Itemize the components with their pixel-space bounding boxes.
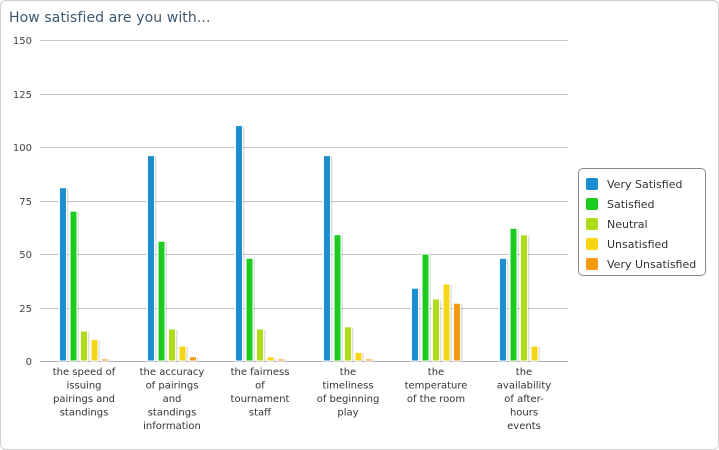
bar[interactable] — [266, 356, 275, 362]
x-tick-label: the temperature of the room — [405, 367, 468, 405]
bar[interactable] — [442, 283, 451, 362]
bar[interactable] — [147, 155, 155, 362]
x-tick-label-line: hours — [510, 408, 538, 419]
legend-swatch — [586, 178, 598, 190]
x-tick-label-line: of pairings — [146, 381, 199, 392]
bar[interactable] — [520, 234, 528, 362]
bar[interactable] — [235, 125, 243, 362]
y-tick-label: 50 — [19, 250, 32, 261]
x-tick-label-line: information — [143, 421, 201, 432]
x-tick-label-line: tournament — [231, 394, 290, 405]
bar[interactable] — [277, 358, 285, 362]
bar[interactable] — [90, 339, 99, 362]
x-tick-label-line: events — [507, 421, 541, 432]
bar[interactable] — [509, 227, 518, 362]
legend-item[interactable]: Very Unsatisfied — [586, 254, 705, 274]
x-tick-label-line: the accuracy — [140, 367, 205, 378]
x-tick-label-line: staff — [249, 408, 272, 419]
x-tick-label-line: timeliness — [322, 381, 373, 392]
bar[interactable] — [432, 298, 440, 362]
bar[interactable] — [189, 356, 197, 362]
x-tick-label-line: the — [340, 367, 356, 378]
bar[interactable] — [530, 345, 539, 362]
x-tick-label-line: the — [516, 367, 532, 378]
bar[interactable] — [354, 351, 363, 362]
x-tick-label-line: standings — [60, 408, 109, 419]
bar[interactable] — [365, 358, 373, 362]
y-tick-label: 100 — [13, 143, 32, 154]
bar[interactable] — [411, 287, 419, 362]
bar[interactable] — [323, 155, 331, 362]
bar[interactable] — [69, 210, 78, 362]
legend-item[interactable]: Neutral — [586, 214, 705, 234]
legend-item[interactable]: Satisfied — [586, 194, 705, 214]
legend-label: Very Satisfied — [607, 177, 683, 191]
legend-swatch — [586, 258, 598, 270]
x-tick-label-line: of after- — [504, 394, 544, 405]
x-tick-label: the timeliness of beginning play — [317, 367, 380, 419]
x-tick-label-line: of the room — [407, 394, 465, 405]
x-tick-label-line: availability — [497, 381, 551, 392]
y-tick-label: 25 — [19, 304, 32, 315]
bar[interactable] — [256, 328, 264, 362]
bar[interactable] — [421, 253, 430, 362]
x-tick-label-line: the — [428, 367, 444, 378]
x-tick-label: the fairness of tournament staff — [231, 367, 290, 419]
legend-label: Neutral — [607, 217, 648, 231]
x-tick-label: the speed of issuing pairings and standings — [53, 367, 116, 419]
y-tick-label: 125 — [13, 90, 32, 101]
legend-item[interactable]: Unsatisfied — [586, 234, 705, 254]
x-tick-label-line: of — [255, 381, 265, 392]
x-tick-label: the availability of after-hours events — [497, 367, 551, 432]
y-tick-label: 0 — [26, 357, 32, 368]
legend: Very Satisfied Satisfied Neutral Unsatisfie… — [578, 168, 706, 276]
legend-label: Satisfied — [607, 197, 655, 211]
bar[interactable] — [245, 257, 254, 362]
x-tick-label-line: and — [163, 394, 182, 405]
y-tick-label: 150 — [13, 36, 32, 47]
bar[interactable] — [59, 187, 67, 362]
legend-item[interactable]: Very Satisfied — [586, 174, 705, 194]
x-tick-label-line: issuing — [67, 381, 102, 392]
bar[interactable] — [333, 234, 342, 362]
bar[interactable] — [499, 257, 507, 362]
bar[interactable] — [80, 330, 88, 362]
bar[interactable] — [453, 302, 461, 362]
bar[interactable] — [344, 326, 352, 362]
legend-swatch — [586, 218, 598, 230]
legend-swatch — [586, 198, 598, 210]
bar[interactable] — [157, 240, 166, 362]
legend-swatch — [586, 238, 598, 250]
legend-label: Very Unsatisfied — [607, 257, 697, 271]
x-tick-label-line: play — [337, 408, 358, 419]
x-tick-label-line: pairings and — [53, 394, 115, 405]
bar[interactable] — [168, 328, 176, 362]
x-tick-label-line: the speed of — [53, 367, 116, 378]
x-tick-label: the accuracy of pairings and standings infor… — [140, 367, 205, 432]
x-tick-label-line: of beginning — [317, 394, 380, 405]
chart-title: How satisfied are you with... — [9, 10, 211, 26]
legend-label: Unsatisfied — [607, 237, 669, 251]
bar[interactable] — [178, 345, 187, 362]
x-tick-label-line: temperature — [405, 381, 468, 392]
y-tick-label: 75 — [19, 197, 32, 208]
x-tick-label-line: standings — [148, 408, 197, 419]
bar[interactable] — [101, 358, 109, 362]
x-tick-label-line: the fairness — [231, 367, 290, 378]
